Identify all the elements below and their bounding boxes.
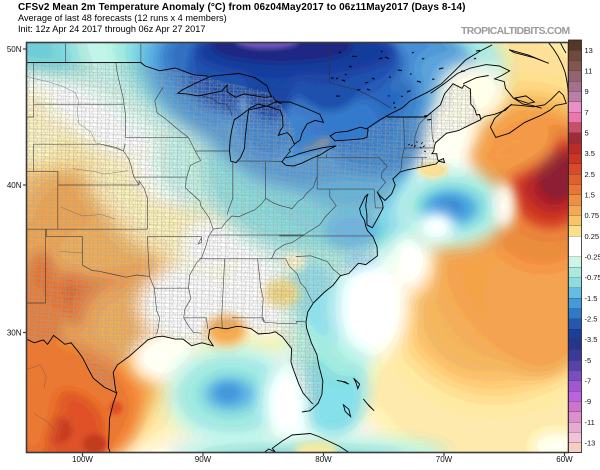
svg-text:3.5: 3.5: [585, 149, 595, 158]
svg-text:9: 9: [585, 87, 589, 96]
svg-text:90W: 90W: [195, 455, 212, 464]
svg-text:2.5: 2.5: [585, 170, 595, 179]
svg-text:70W: 70W: [436, 455, 453, 464]
svg-text:-11: -11: [585, 418, 595, 427]
svg-text:40N: 40N: [7, 181, 22, 190]
svg-text:5: 5: [585, 129, 589, 138]
svg-text:30N: 30N: [7, 328, 22, 337]
svg-text:1.5: 1.5: [585, 191, 595, 200]
svg-text:11: 11: [585, 67, 593, 76]
svg-text:7: 7: [585, 108, 589, 117]
svg-text:-7: -7: [585, 377, 592, 386]
svg-text:0.75: 0.75: [585, 211, 600, 220]
svg-text:-0.25: -0.25: [585, 253, 600, 262]
svg-text:60W: 60W: [556, 455, 573, 464]
svg-text:13: 13: [585, 46, 593, 55]
svg-text:-9: -9: [585, 397, 592, 406]
svg-text:-1.5: -1.5: [585, 294, 598, 303]
svg-text:-5: -5: [585, 356, 592, 365]
svg-text:-0.75: -0.75: [585, 273, 600, 282]
svg-text:50N: 50N: [7, 45, 22, 54]
svg-text:0.25: 0.25: [585, 232, 600, 241]
svg-text:-13: -13: [585, 438, 596, 447]
svg-text:-3.5: -3.5: [585, 335, 598, 344]
svg-text:80W: 80W: [315, 455, 332, 464]
svg-text:-2.5: -2.5: [585, 315, 598, 324]
svg-text:100W: 100W: [72, 455, 93, 464]
